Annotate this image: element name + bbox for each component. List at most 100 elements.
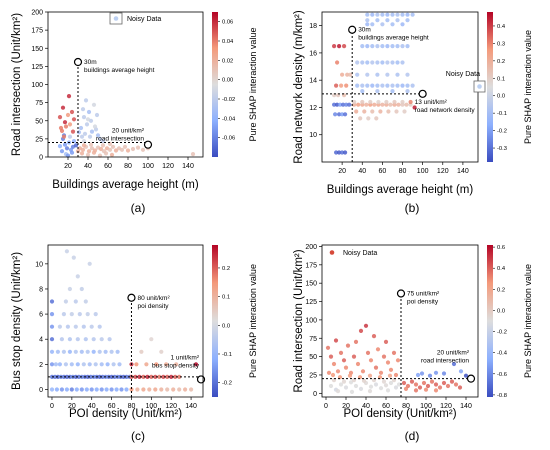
plot-frame [321, 244, 479, 398]
data-point [97, 324, 102, 329]
data-point [380, 102, 385, 107]
colorbar-tick-label: 0.1 [222, 295, 230, 301]
data-point [343, 150, 348, 155]
data-point [69, 362, 74, 367]
annotation-value: 1 unit/km² [170, 354, 199, 361]
data-point [375, 60, 380, 65]
data-point [75, 337, 80, 342]
data-point [82, 131, 88, 136]
data-point [59, 337, 64, 342]
data-point [177, 387, 182, 392]
data-point [343, 112, 348, 117]
data-point [449, 379, 455, 384]
annotation-value: 75 unit/km² [407, 290, 440, 297]
data-point [367, 373, 373, 378]
data-point [79, 151, 85, 156]
data-point [341, 379, 347, 384]
x-tick-label: 100 [417, 168, 429, 175]
data-point [355, 83, 360, 88]
data-point [149, 337, 154, 342]
data-point [390, 60, 395, 65]
data-point [388, 380, 394, 386]
data-point [360, 60, 365, 65]
data-point [415, 372, 421, 378]
data-point [124, 387, 129, 392]
data-point [370, 109, 375, 114]
data-point [387, 373, 393, 378]
data-point [85, 374, 90, 379]
data-point [378, 370, 384, 375]
data-point [427, 373, 433, 378]
data-point [463, 373, 469, 378]
data-point [378, 386, 384, 391]
data-point [347, 373, 353, 378]
data-point [161, 374, 166, 379]
data-point [385, 18, 390, 23]
annotation-marker [127, 293, 136, 302]
data-point [84, 122, 90, 127]
data-point [385, 83, 390, 88]
legend: Noisy Data [109, 12, 161, 25]
y-axis-label: Road intersection (Unit/km²) [11, 13, 23, 156]
x-tick-label: 120 [437, 168, 449, 175]
data-point [94, 112, 100, 118]
data-point [330, 372, 336, 378]
data-point [61, 312, 66, 317]
y-tick-label: 175 [305, 262, 317, 269]
data-point [89, 129, 95, 134]
data-point [405, 44, 410, 49]
data-point [385, 72, 390, 77]
data-point [419, 371, 425, 376]
x-tick-label: 40 [88, 403, 96, 410]
data-point [80, 107, 86, 112]
data-point [396, 382, 402, 387]
data-point [73, 299, 78, 304]
data-point [348, 72, 353, 77]
colorbar [487, 245, 493, 397]
data-point [335, 369, 341, 374]
data-point [365, 18, 370, 23]
data-point [340, 72, 345, 77]
x-axis-label: Buildings average height (m) [52, 179, 199, 191]
data-point [393, 385, 399, 390]
data-point [413, 388, 419, 393]
annotation-marker [466, 374, 476, 383]
data-point [73, 374, 78, 379]
colorbar-tick-label: 0.3 [497, 41, 505, 47]
data-point [451, 361, 457, 367]
data-point [458, 369, 464, 374]
data-point [141, 387, 146, 392]
y-tick-label: 10 [309, 132, 317, 139]
data-point [441, 371, 447, 376]
data-point [400, 83, 405, 88]
annotation-marker [196, 375, 206, 384]
data-point [370, 44, 375, 49]
data-point [370, 83, 375, 88]
y-tick-label: 2 [39, 362, 43, 369]
x-tick-label: 80 [124, 163, 132, 170]
data-point [100, 374, 105, 379]
plot-frame [47, 244, 204, 398]
legend: Noisy Data [446, 71, 486, 93]
data-point [343, 385, 349, 390]
data-point [335, 60, 340, 65]
data-point [67, 122, 73, 127]
data-point [425, 383, 431, 389]
data-point [67, 349, 72, 354]
x-axis-label: Buildings average height (m) [327, 184, 474, 196]
colorbar [212, 12, 218, 157]
data-point [85, 117, 91, 122]
colorbar-tick-label: 0.00 [222, 78, 233, 84]
x-tick-label: 140 [460, 403, 472, 410]
data-point [74, 387, 79, 392]
data-point [390, 44, 395, 49]
data-point [140, 147, 146, 152]
data-point [358, 386, 364, 391]
data-point [69, 312, 74, 317]
data-point [105, 362, 110, 367]
data-point [437, 385, 443, 390]
data-point [408, 99, 413, 105]
x-tick-label: 80 [128, 403, 136, 410]
data-point [115, 349, 120, 354]
data-point [63, 299, 68, 304]
